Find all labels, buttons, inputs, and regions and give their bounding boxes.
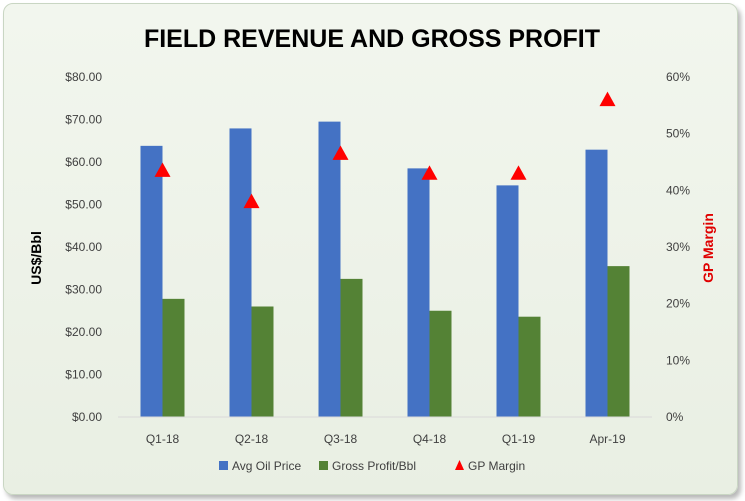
bar-avg-oil-price	[407, 168, 430, 417]
category-label: Q1-18	[146, 432, 180, 446]
category-label: Q2-18	[235, 432, 269, 446]
legend-label: Gross Profit/Bbl	[332, 459, 416, 473]
marker-gp-margin	[332, 145, 349, 160]
y2-tick-label: 30%	[666, 240, 690, 254]
y2-tick-label: 50%	[666, 127, 690, 141]
y-tick-label: $50.00	[65, 198, 102, 212]
legend: Avg Oil Price Gross Profit/Bbl GP Margin	[219, 459, 525, 473]
y2-axis-title: GP Margin	[700, 213, 716, 283]
category-label: Q1-19	[502, 432, 536, 446]
y-tick-label: $0.00	[72, 410, 102, 424]
category-labels: Q1-18 Q2-18 Q3-18 Q4-18 Q1-19 Apr-19	[146, 432, 626, 446]
bar-avg-oil-price	[140, 145, 163, 417]
legend-swatch	[455, 460, 464, 470]
chart-title: FIELD REVENUE AND GROSS PROFIT	[144, 25, 600, 53]
legend-label: GP Margin	[468, 459, 525, 473]
y2-tick-label: 40%	[666, 183, 690, 197]
y2-tick-label: 20%	[666, 297, 690, 311]
legend-label: Avg Oil Price	[232, 459, 301, 473]
margin-markers	[154, 91, 616, 209]
y2-axis-ticks: 0% 10% 20% 30% 40% 50% 60%	[666, 70, 690, 424]
bar-gross-profit	[518, 316, 541, 417]
bar-avg-oil-price	[229, 128, 252, 418]
y2-tick-label: 0%	[666, 410, 684, 424]
bar-gross-profit	[162, 298, 185, 417]
y-tick-label: $30.00	[65, 283, 102, 297]
legend-swatch	[219, 461, 228, 470]
marker-gp-margin	[154, 162, 171, 177]
bar-avg-oil-price	[318, 121, 341, 417]
category-label: Q4-18	[413, 432, 447, 446]
bars	[140, 121, 630, 418]
y-tick-label: $80.00	[65, 70, 102, 84]
y-tick-label: $20.00	[65, 325, 102, 339]
bar-gross-profit	[251, 306, 274, 417]
y-tick-label: $10.00	[65, 368, 102, 382]
y-tick-label: $60.00	[65, 155, 102, 169]
bar-gross-profit	[429, 310, 452, 417]
y-axis-title: US$/Bbl	[28, 231, 44, 285]
marker-gp-margin	[243, 193, 260, 209]
bar-avg-oil-price	[585, 149, 608, 418]
bar-gross-profit	[607, 266, 630, 417]
legend-swatch	[319, 461, 328, 470]
y-tick-label: $40.00	[65, 240, 102, 254]
bar-gross-profit	[340, 278, 363, 417]
y-axis-ticks: $0.00 $10.00 $20.00 $30.00 $40.00 $50.00 $60.0…	[65, 70, 102, 424]
marker-gp-margin	[510, 165, 527, 180]
category-label: Q3-18	[324, 432, 358, 446]
bar-avg-oil-price	[496, 185, 519, 417]
category-label: Apr-19	[589, 432, 625, 446]
marker-gp-margin	[599, 91, 616, 107]
marker-gp-margin	[421, 165, 438, 180]
y-tick-label: $70.00	[65, 113, 102, 127]
y2-tick-label: 10%	[666, 353, 690, 367]
y2-tick-label: 60%	[666, 70, 690, 84]
